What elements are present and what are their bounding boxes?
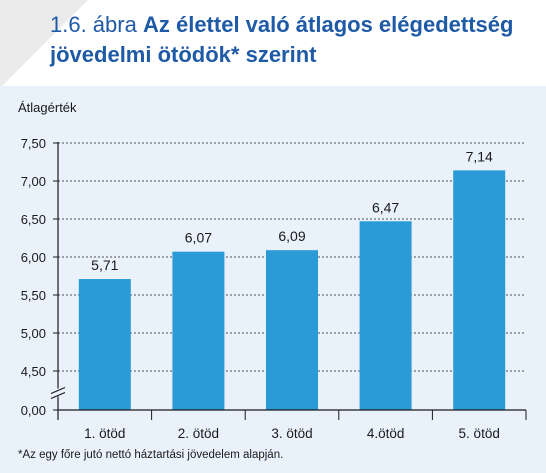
data-label: 6,07 [185,230,212,246]
bar [172,251,225,410]
axis-break-mark [50,386,66,395]
footnote: *Az egy főre jutó nettó háztartási jöved… [18,449,284,461]
x-tick-label: 4.ötöd [367,426,405,441]
axis-break-mark [50,391,66,400]
data-label: 5,71 [91,257,118,273]
data-label: 6,09 [278,228,305,244]
bar [359,221,412,410]
data-label: 7,14 [466,148,493,164]
y-tick-label: 5,50 [21,288,46,303]
y-tick-label: 7,50 [21,136,46,151]
bar [78,279,131,410]
y-tick-label: 6,00 [21,250,46,265]
data-label: 6,47 [372,199,399,215]
corner-decoration [0,0,88,88]
y-tick-label: 4,50 [21,364,46,379]
figure-number: 1.6. ábra [50,12,137,37]
bar [453,170,506,410]
bar [266,250,318,410]
chart-title: 1.6. ábra Az élettel való átlagos eléged… [50,10,530,70]
x-tick-label: 2. ötöd [178,426,219,441]
y-tick-label: 7,00 [21,174,46,189]
x-tick-label: 5. ötöd [459,426,500,441]
bar-layer: 5,71 6,07 6,09 6,47 7,14 [78,148,506,410]
figure-title: Az élettel való átlagos elégedettség jöv… [50,12,514,67]
x-tick-label: 3. ötöd [271,426,312,441]
y-tick-label: 5,00 [21,326,46,341]
y-tick-label: 0,00 [21,403,46,418]
y-axis-label: Átlagérték [18,100,77,115]
y-tick-label: 6,50 [21,212,46,227]
x-tick-label: 1. ötöd [84,426,125,441]
axis-layer: 0,00 4,50 5,00 5,50 6,00 6,50 7,00 7,50 1. ötöd 2… [21,136,527,441]
axis-break-gap [51,388,65,397]
